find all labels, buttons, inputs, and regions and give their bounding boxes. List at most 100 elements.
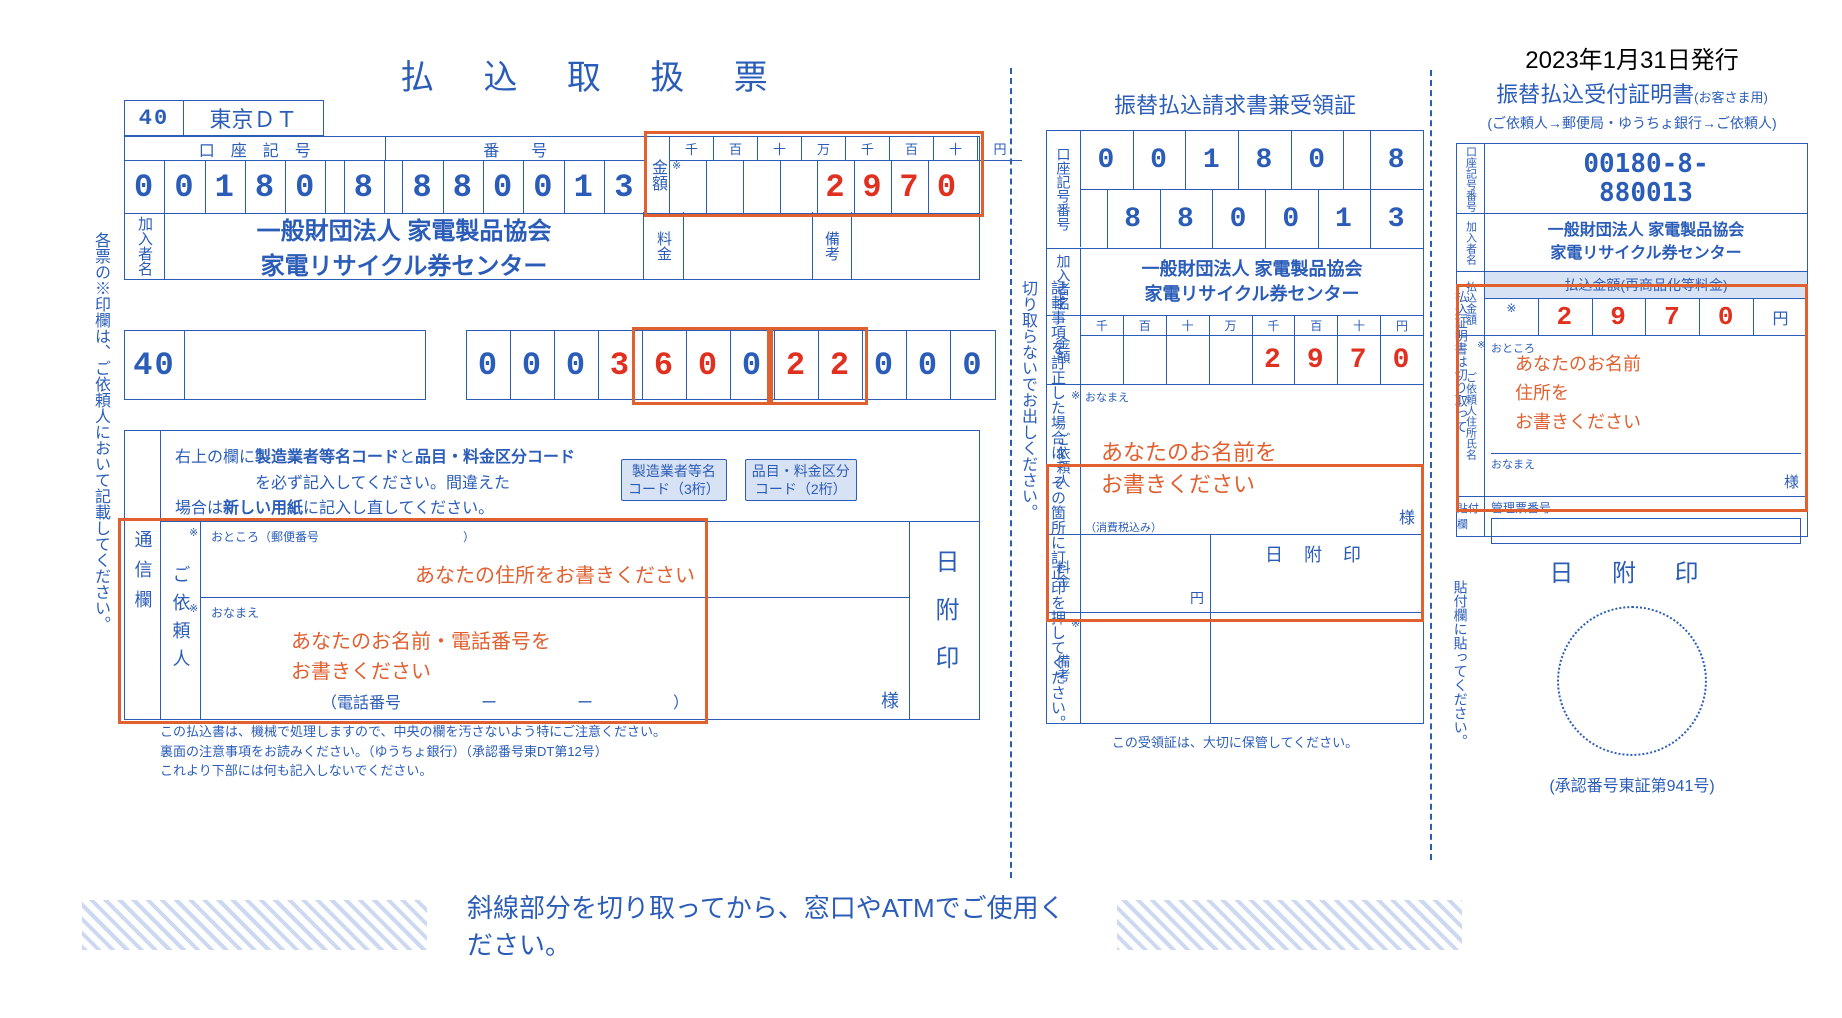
acct-d3: 8 <box>246 161 286 213</box>
amt-d4[interactable]: 2 <box>818 161 855 213</box>
acct-d12: 1 <box>565 161 605 213</box>
c-fee-label: 料金 <box>1054 560 1074 588</box>
amt-u2: 十 <box>758 137 802 161</box>
cacct-3: 8 <box>1239 131 1292 189</box>
r-date-stamp-label: 日 附 印 <box>1456 553 1808 588</box>
amt-u6: 十 <box>934 137 978 161</box>
fee-remarks-box: 料金 備考 <box>644 212 980 280</box>
cu5: 百 <box>1295 316 1338 336</box>
right-side-note-2: 貼付欄に貼ってください。 <box>1447 580 1474 748</box>
cu2: 十 <box>1167 316 1210 336</box>
tsushin-box: 通信欄 右上の欄に製造業者等名コードと品目・料金区分コード 区分コードを必ず記入… <box>124 430 980 720</box>
dep-address-field[interactable]: ※ おところ（郵便番号 ） あなたの住所をお書きください <box>201 522 909 598</box>
cu0: 千 <box>1081 316 1124 336</box>
acct-sep1 <box>326 161 344 213</box>
cd0[interactable]: 2 <box>775 331 819 399</box>
cad2 <box>1167 336 1210 384</box>
cad0 <box>1081 336 1124 384</box>
cad5[interactable]: 9 <box>1295 336 1338 384</box>
amt-d6[interactable]: 7 <box>892 161 929 213</box>
c-dep-label: ご依頼人 <box>1054 432 1074 488</box>
acct-d10: 0 <box>484 161 524 213</box>
c-tax-note: （消費税込み） <box>1085 519 1162 535</box>
tag-item-code: 品目・料金区分コード（2桁） <box>745 459 857 501</box>
amt-u5: 百 <box>890 137 934 161</box>
r-acct-number: 00180-8-880013 <box>1485 144 1807 213</box>
mgmt-label: 貼付欄 <box>1457 500 1484 532</box>
slip-code: 40 <box>124 100 184 136</box>
dep-label: ご依頼人 <box>168 565 194 677</box>
mgmt-field[interactable] <box>1491 518 1801 544</box>
code-row: 40 0 0 0 3 6 0 0 2 2 0 0 0 <box>124 330 996 400</box>
approval-number: (承認番号東証第941号) <box>1456 772 1808 796</box>
amt-d5[interactable]: 9 <box>855 161 892 213</box>
stamp-circle <box>1557 606 1707 756</box>
cacct-b3: 0 <box>1266 190 1319 248</box>
left-footnote: この払込書は、機械で処理しますので、中央の欄を汚さないよう特にご注意ください。 … <box>160 722 666 781</box>
left-side-note: 各票の※印欄は、ご依頼人において記載してください。 <box>88 232 112 722</box>
cad7[interactable]: 0 <box>1381 336 1423 384</box>
issue-date: 2023年1月31日発行 <box>1456 40 1808 75</box>
tel-line: （電話番号 ー ー ） <box>211 689 899 713</box>
addr-hint: あなたの住所をお書きください <box>211 559 899 588</box>
cu6: 十 <box>1338 316 1381 336</box>
fee-label: 料金 <box>653 231 674 261</box>
c-payee-l2: 家電リサイクル券センター <box>1144 284 1359 304</box>
cad1 <box>1124 336 1167 384</box>
cad4[interactable]: 2 <box>1253 336 1296 384</box>
cb0[interactable]: 3 <box>599 331 643 399</box>
c-acct-label: 口座記号番号 <box>1054 147 1074 231</box>
acct-d13: 3 <box>605 161 645 213</box>
cad6[interactable]: 7 <box>1338 336 1381 384</box>
acct-d1: 0 <box>165 161 205 213</box>
cacct-b4: 1 <box>1319 190 1372 248</box>
ce1: 0 <box>907 331 951 399</box>
cd1[interactable]: 2 <box>819 331 863 399</box>
payee-box: 加入者名 一般財団法人 家電製品協会 家電リサイクル券センター <box>124 212 644 280</box>
ce0: 0 <box>863 331 907 399</box>
c-dep-field[interactable]: おなまえ ※ あなたのお名前をお書きください 様 <box>1081 385 1423 534</box>
acct-d0: 0 <box>125 161 165 213</box>
cacct-2: 1 <box>1186 131 1239 189</box>
c-sama: 様 <box>1399 504 1415 528</box>
c-amount-label: 金額 <box>1054 336 1074 364</box>
cu4: 千 <box>1253 316 1296 336</box>
ramt-2[interactable]: 9 <box>1593 299 1647 335</box>
center-slip: 振替払込請求書兼受領証 口座記号番号 0 0 1 8 0 8 <box>1046 68 1424 751</box>
acct-d11: 0 <box>524 161 564 213</box>
code-prefix: 40 <box>125 331 185 399</box>
cc0: 0 <box>731 331 775 399</box>
left-code-row: 40 東京ＤＴ <box>124 100 324 136</box>
mgmt-row: 貼付欄 管理票番号 <box>1456 497 1808 537</box>
name-hint: あなたのお名前・電話番号をお書きください <box>211 627 899 687</box>
cacct-6: 8 <box>1371 131 1423 189</box>
sama-left: 様 <box>881 687 899 713</box>
c-name-small: おなまえ <box>1085 389 1129 405</box>
cacct-4: 0 <box>1292 131 1345 189</box>
depender-box: ご依頼人 ※ おところ（郵便番号 ） あなたの住所をお書きください ※ おなまえ… <box>161 521 979 719</box>
right-side-note-1: 払込証明書は切り取って <box>1447 290 1472 433</box>
r-payee-l1: 一般財団法人 家電製品協会 <box>1548 222 1744 239</box>
addr-small-label: おところ（郵便番号 ） <box>211 528 899 545</box>
perforation-1 <box>1010 68 1012 888</box>
c-remarks-label: 備考 <box>1054 654 1074 682</box>
dep-name-field[interactable]: ※ おなまえ あなたのお名前・電話番号をお書きください （電話番号 ー ー ） … <box>201 598 909 719</box>
acct-d6: 8 <box>345 161 385 213</box>
cb2[interactable]: 0 <box>687 331 731 399</box>
cacct-b2: 0 <box>1213 190 1266 248</box>
ramt-3[interactable]: 7 <box>1646 299 1700 335</box>
cb1[interactable]: 6 <box>643 331 687 399</box>
tag-maker-code: 製造業者等名コード（3桁） <box>621 459 727 501</box>
r-addr-field[interactable]: おところ ※ あなたのお名前 住所を お書きください おなまえ 様 <box>1485 336 1807 496</box>
bottom-instruction-text: 斜線部分を切り取ってから、窓口やATMでご使用ください。 <box>427 880 1117 970</box>
payee-label: 加入者名 <box>134 216 155 276</box>
remarks-label: 備考 <box>821 231 842 261</box>
amt-d7[interactable]: 0 <box>929 161 966 213</box>
ramt-4[interactable]: 0 <box>1700 299 1754 335</box>
ramt-1[interactable]: 2 <box>1539 299 1593 335</box>
code-blank <box>185 331 425 399</box>
amount-label-col: 金額 <box>645 137 670 213</box>
ca2: 0 <box>555 331 599 399</box>
acct-d8: 8 <box>403 161 443 213</box>
r-payee-l2: 家電リサイクル券センター <box>1550 245 1741 262</box>
